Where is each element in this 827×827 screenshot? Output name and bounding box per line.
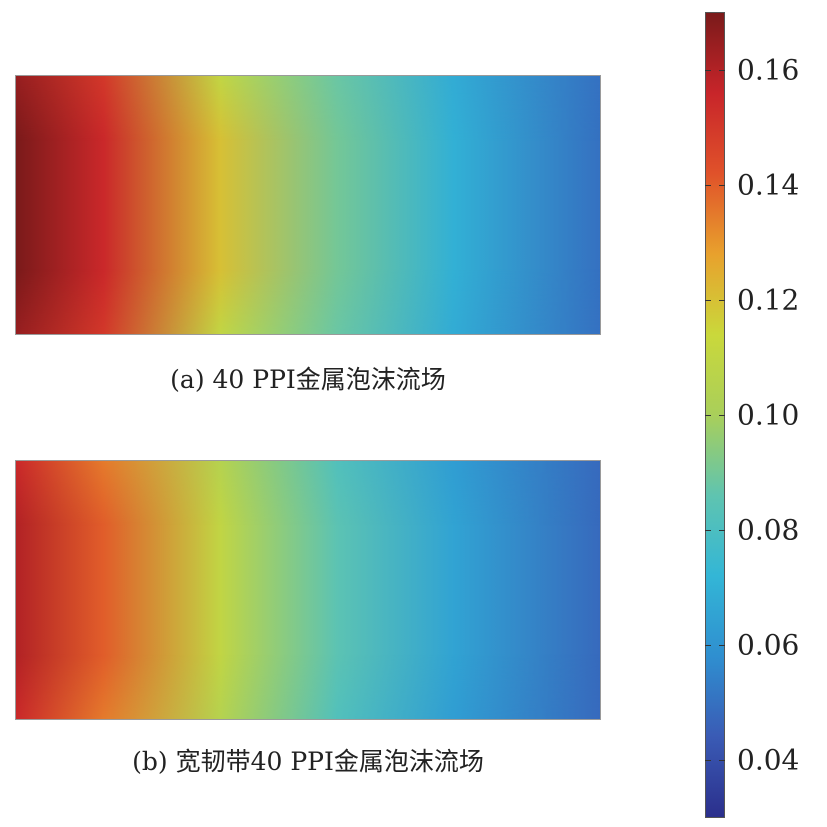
colorbar-tick-mark — [705, 299, 711, 301]
colorbar-tick-mark — [705, 530, 711, 532]
colorbar-tick-mark — [705, 415, 711, 416]
colorbar-tick-label: 0.04 — [737, 743, 800, 777]
colorbar-tick-label: 0.10 — [737, 398, 800, 432]
colorbar-tick-mark — [719, 184, 725, 186]
colorbar-tick-label: 0.12 — [737, 283, 800, 317]
flow-field-panel-b — [15, 460, 601, 720]
flow-field-panel-a — [15, 75, 601, 335]
colorbar-tick-label: 0.14 — [737, 168, 800, 202]
colorbar-tick-mark — [705, 760, 711, 762]
field-wall-layer — [16, 76, 600, 334]
flow-field-a-heatmap — [16, 76, 600, 334]
colorbar-tick-mark — [719, 69, 725, 71]
colorbar-tick-mark — [719, 645, 725, 647]
flow-field-b-heatmap — [16, 461, 600, 719]
colorbar-tick-mark — [719, 760, 725, 762]
colorbar-tick-mark — [705, 645, 711, 647]
caption-a: (a) 40 PPI金属泡沫流场 — [170, 365, 446, 394]
colorbar-tick-mark — [719, 530, 725, 532]
colorbar-tick-label: 0.16 — [737, 53, 800, 87]
colorbar-tick-mark — [705, 69, 711, 71]
field-wall-layer — [16, 461, 600, 719]
colorbar-tick-mark — [719, 415, 725, 416]
colorbar-tick-mark — [705, 184, 711, 186]
colorbar-tick-label: 0.06 — [737, 628, 800, 662]
colorbar-tick-mark — [719, 299, 725, 301]
colorbar-tick-label: 0.08 — [737, 513, 800, 547]
caption-b: (b) 宽韧带40 PPI金属泡沫流场 — [132, 747, 484, 776]
